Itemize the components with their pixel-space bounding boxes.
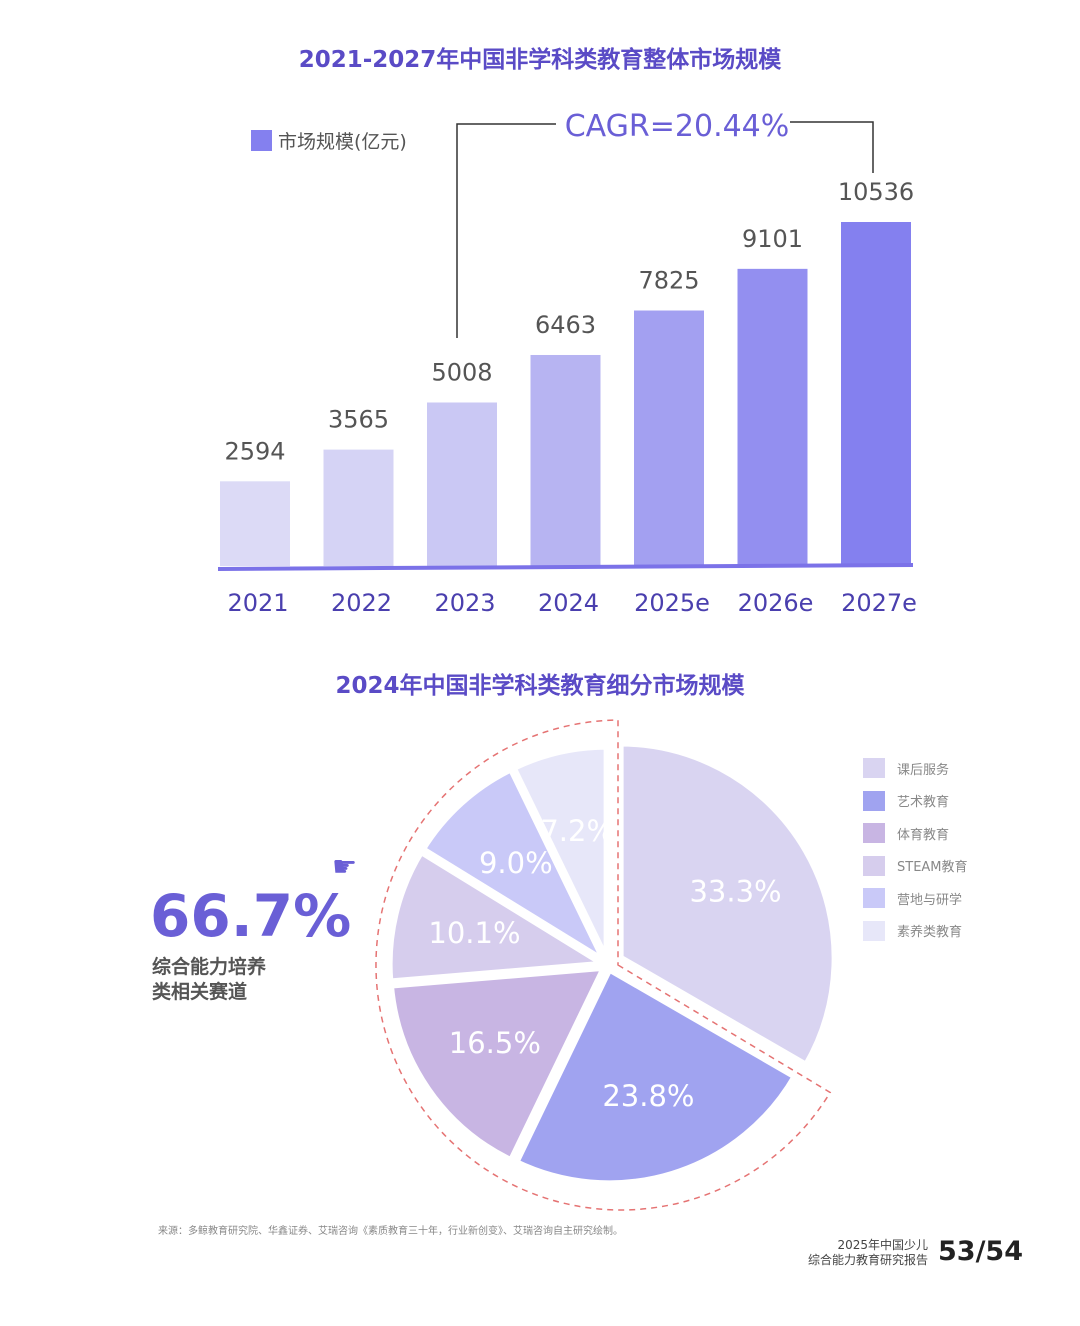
pie-chart-title: 2024年中国非学科类教育细分市场规模 [335, 673, 745, 699]
legend-label: 体育教育 [897, 827, 950, 843]
bar-2022 [323, 449, 394, 566]
legend-item: 课后服务 [863, 758, 949, 778]
data-label: 2594 [224, 437, 285, 465]
cagr-annotation: CAGR=20.44% [565, 109, 790, 144]
x-tick-label: 2021 [227, 589, 288, 617]
slice-label: 23.8% [602, 1079, 694, 1113]
highlight-caption: 综合能力培养 类相关赛道 [152, 955, 266, 1005]
caption-line-2: 类相关赛道 [152, 981, 248, 1003]
bar-2023 [427, 402, 497, 566]
legend-item: 艺术教育 [863, 790, 950, 811]
legend-label: 艺术教育 [897, 795, 950, 810]
source-note: 来源：多鲸教育研究院、华鑫证券、艾瑞咨询《素质教育三十年，行业新创变》、艾瑞咨询… [158, 1226, 623, 1237]
pie-slice-3 [385, 846, 616, 986]
legend-swatch [863, 888, 885, 908]
bar-2027e [841, 222, 911, 566]
pie-chart: 33.3% 23.8% 16.5% 10.1% 9.0%7.2% [375, 719, 839, 1211]
data-label: 6463 [535, 311, 596, 339]
x-tick-label: 2023 [434, 589, 495, 617]
cagr-bracket-left [456, 123, 556, 338]
legend-swatch [863, 790, 885, 811]
caption-line-1: 综合能力培养 [152, 956, 267, 978]
page-number: 53/54 [938, 1236, 1024, 1267]
legend-label: 营地与研学 [897, 892, 963, 908]
report-line-2: 综合能力教育研究报告 [807, 1253, 928, 1267]
data-label: 10536 [838, 178, 914, 206]
bar-2024 [530, 354, 601, 566]
bar-legend: 市场规模(亿元) [251, 127, 407, 154]
slice-label: 7.2% [540, 814, 614, 848]
x-axis [217, 563, 914, 571]
pie-slice-1 [511, 963, 801, 1188]
bar-2021 [220, 481, 290, 566]
bar-chart-title: 2021-2027年中国非学科类教育整体市场规模 [298, 47, 782, 73]
legend-item: STEAM教育 [863, 855, 968, 876]
legend-swatch [863, 920, 885, 941]
highlight-dashed-outline [375, 719, 832, 1211]
bar-2025e [634, 310, 704, 566]
x-tick-label: 2027e [841, 589, 917, 617]
pie-slice-0 [616, 739, 839, 1071]
slice-label: 33.3% [689, 874, 781, 908]
slice-label: 16.5% [449, 1026, 541, 1060]
pointing-hand-icon: ☛ [332, 850, 358, 883]
slice-label: 9.0% [479, 846, 553, 880]
x-tick-label: 2024 [538, 589, 599, 617]
pie-slice-4 [417, 764, 614, 972]
legend-label: 课后服务 [897, 762, 950, 778]
data-label: 5008 [431, 358, 492, 386]
data-label: 3565 [328, 406, 389, 434]
legend-label: STEAM教育 [897, 860, 968, 875]
bar-chart: CAGR=20.44% 2594 2021 3565 2022 5008 2023 6463… [217, 109, 917, 617]
legend-item: 体育教育 [863, 823, 949, 843]
data-label: 9101 [742, 225, 803, 253]
legend-swatch [863, 823, 885, 843]
x-tick-label: 2026e [738, 589, 814, 617]
x-tick-label: 2025e [634, 589, 710, 617]
slice-label: 10.1% [428, 916, 520, 950]
x-tick-label: 2022 [331, 589, 392, 617]
data-label: 7825 [638, 267, 699, 295]
pie-slice-2 [386, 963, 611, 1166]
bar-2026e [737, 268, 808, 566]
pie-slice-5 [508, 742, 611, 963]
report-line-1: 2025年中国少儿 [837, 1238, 928, 1252]
legend-label: 素养类教育 [897, 925, 963, 940]
report-name: 2025年中国少儿 综合能力教育研究报告 [790, 1238, 928, 1268]
cagr-bracket-right [790, 121, 874, 173]
legend-item: 素养类教育 [863, 920, 963, 941]
legend-item: 营地与研学 [863, 888, 962, 908]
legend-label: 市场规模(亿元) [278, 131, 407, 153]
legend-swatch [863, 855, 885, 876]
highlight-value: 66.7% [150, 882, 352, 950]
legend-swatch [251, 130, 272, 151]
legend-swatch [863, 758, 885, 778]
